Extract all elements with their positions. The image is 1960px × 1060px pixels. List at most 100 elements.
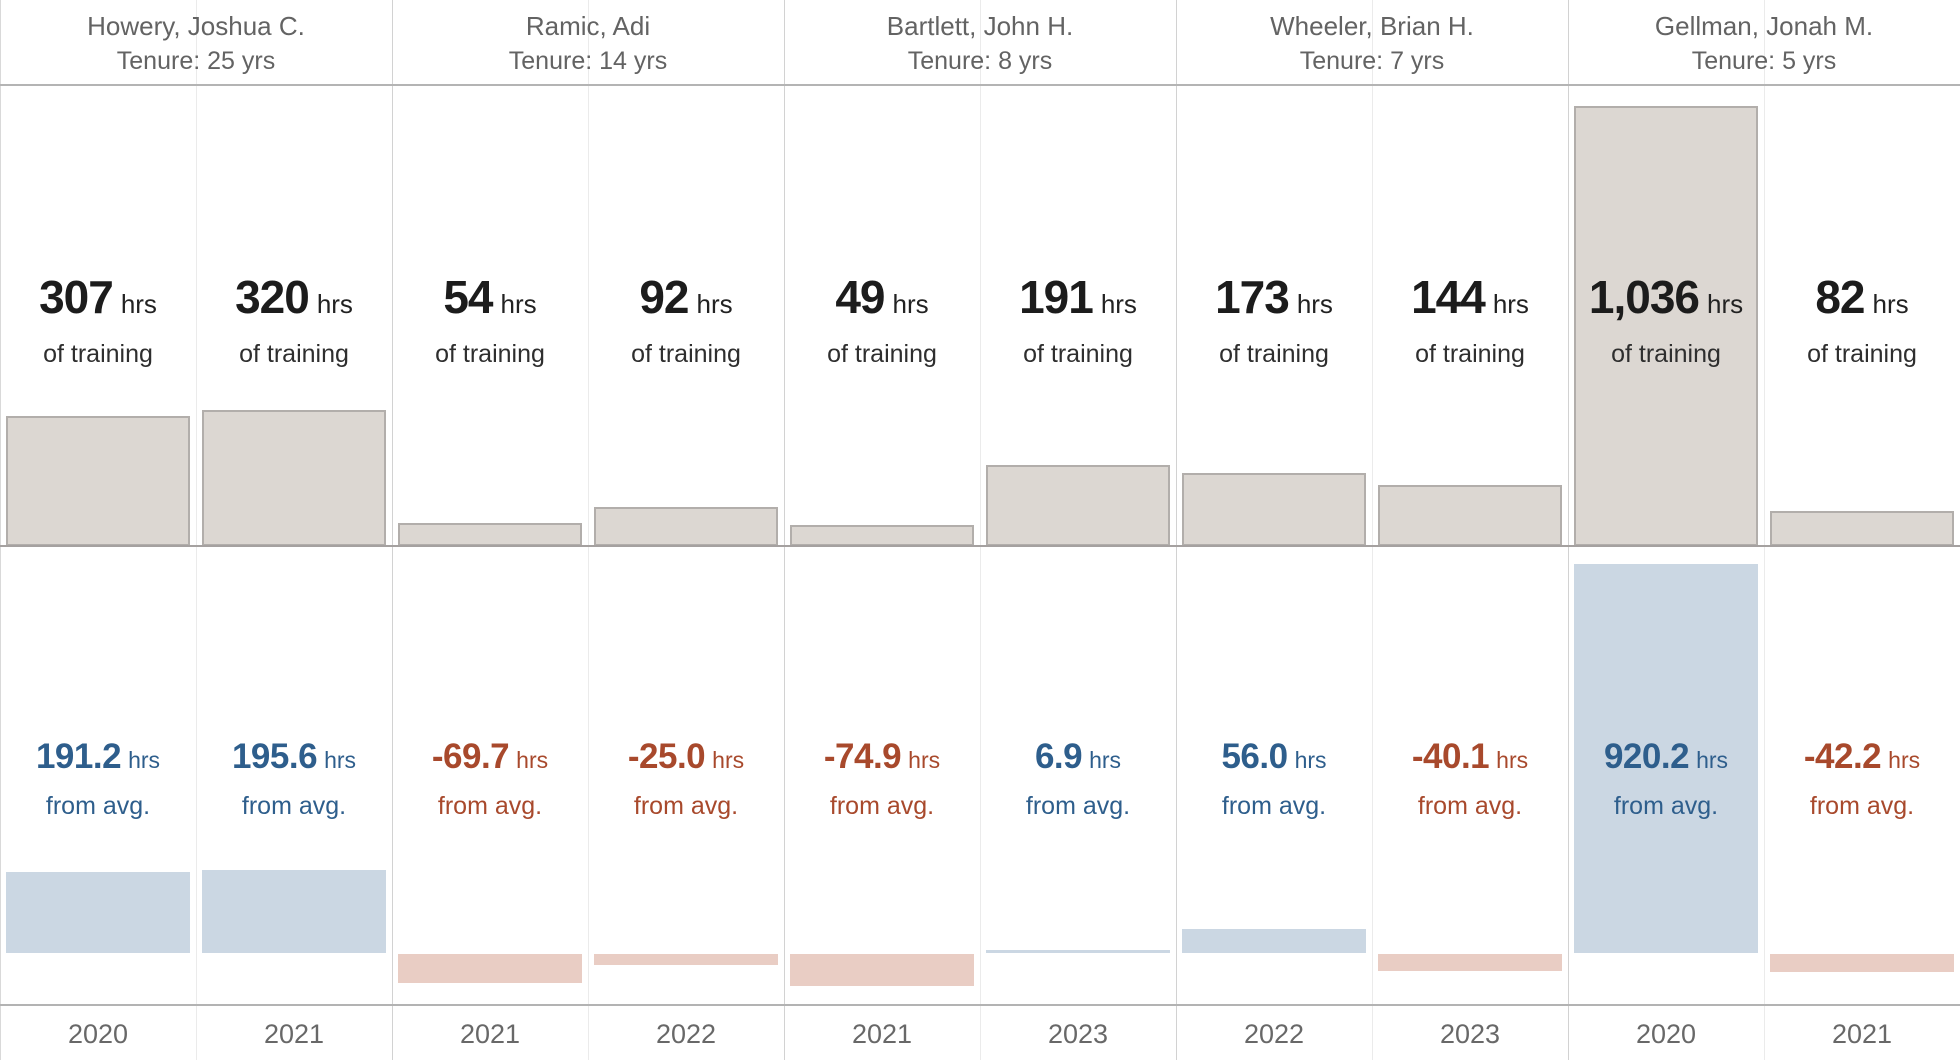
delta-number: 195.6 — [231, 737, 318, 776]
hours-unit: hrs — [908, 747, 941, 773]
hours-number: 307 — [39, 271, 114, 323]
person-name: Gellman, Jonah M. — [1654, 11, 1874, 41]
hours-unit: hrs — [1888, 747, 1921, 773]
delta-from-avg-bar[interactable] — [986, 950, 1170, 953]
hours-unit: hrs — [128, 747, 161, 773]
delta-value: 6.9 hrs — [980, 737, 1176, 781]
delta-from-avg-bar[interactable] — [790, 954, 974, 986]
training-hours-bar[interactable] — [1378, 485, 1562, 546]
divider — [1764, 0, 1765, 1060]
year-column: 320 hrs of training 195.6 hrs from avg. … — [196, 0, 392, 1060]
panel-header: Bartlett, John H. Tenure: 8 yrs — [784, 0, 1176, 84]
avg-caption: from avg. — [1025, 792, 1131, 820]
training-hours-value: 1,036 hrs — [1568, 270, 1764, 324]
training-caption: of training — [1415, 340, 1525, 368]
hours-unit: hrs — [1100, 289, 1137, 319]
hours-unit: hrs — [1294, 747, 1327, 773]
panel-header: Wheeler, Brian H. Tenure: 7 yrs — [1176, 0, 1568, 84]
training-hours-value: 191 hrs — [980, 270, 1176, 324]
delta-from-avg-bar[interactable] — [594, 954, 778, 965]
delta-from-avg-bar[interactable] — [1574, 564, 1758, 953]
divider — [980, 0, 981, 1060]
hours-unit: hrs — [1296, 289, 1333, 319]
avg-caption: from avg. — [45, 792, 151, 820]
training-hours-bar[interactable] — [398, 523, 582, 546]
bottom-axis-line — [0, 1004, 1960, 1006]
avg-caption: from avg. — [437, 792, 543, 820]
training-caption: of training — [1023, 340, 1133, 368]
delta-number: -69.7 — [431, 737, 510, 776]
hours-number: 144 — [1411, 271, 1486, 323]
training-hours-value: 173 hrs — [1176, 270, 1372, 324]
avg-caption: from avg. — [241, 792, 347, 820]
delta-value: 920.2 hrs — [1568, 737, 1764, 781]
year-column: 144 hrs of training -40.1 hrs from avg. … — [1372, 0, 1568, 1060]
delta-from-avg-bar[interactable] — [1378, 954, 1562, 971]
delta-value: -42.2 hrs — [1764, 737, 1960, 781]
hours-unit: hrs — [892, 289, 929, 319]
person-name: Wheeler, Brian H. — [1270, 11, 1474, 41]
year-column: 173 hrs of training 56.0 hrs from avg. 2… — [1176, 0, 1372, 1060]
training-hours-bar[interactable] — [202, 410, 386, 546]
year-column: 191 hrs of training 6.9 hrs from avg. 20… — [980, 0, 1176, 1060]
training-hours-value: 144 hrs — [1372, 270, 1568, 324]
delta-value: -25.0 hrs — [588, 737, 784, 781]
delta-from-avg-bar[interactable] — [1182, 929, 1366, 953]
delta-from-avg-bar[interactable] — [1770, 954, 1954, 972]
year-label: 2023 — [1047, 1019, 1109, 1049]
delta-number: -25.0 — [627, 737, 706, 776]
training-hours-value: 82 hrs — [1764, 270, 1960, 324]
delta-number: 191.2 — [35, 737, 122, 776]
training-hours-bar[interactable] — [790, 525, 974, 546]
delta-value: -69.7 hrs — [392, 737, 588, 781]
avg-caption: from avg. — [1809, 792, 1915, 820]
training-caption: of training — [827, 340, 937, 368]
delta-number: 920.2 — [1603, 737, 1690, 776]
avg-caption: from avg. — [1613, 792, 1719, 820]
divider — [1176, 0, 1177, 1060]
hours-unit: hrs — [500, 289, 537, 319]
hours-unit: hrs — [316, 289, 353, 319]
hours-number: 191 — [1019, 271, 1094, 323]
delta-value: -40.1 hrs — [1372, 737, 1568, 781]
training-hours-value: 92 hrs — [588, 270, 784, 324]
delta-from-avg-bar[interactable] — [202, 870, 386, 953]
year-label: 2021 — [851, 1019, 913, 1049]
avg-caption: from avg. — [1221, 792, 1327, 820]
person-name: Howery, Joshua C. — [87, 11, 305, 41]
delta-value: 195.6 hrs — [196, 737, 392, 781]
divider — [588, 0, 589, 1060]
person-name: Ramic, Adi — [525, 11, 651, 41]
training-hours-bar[interactable] — [1182, 473, 1366, 546]
hours-number: 54 — [443, 271, 493, 323]
hours-number: 1,036 — [1588, 271, 1700, 323]
delta-value: -74.9 hrs — [784, 737, 980, 781]
divider — [0, 0, 1, 1060]
training-hours-bar[interactable] — [1574, 106, 1758, 546]
person-tenure: Tenure: 25 yrs — [116, 47, 276, 75]
delta-from-avg-bar[interactable] — [6, 872, 190, 953]
hours-number: 82 — [1815, 271, 1865, 323]
hours-unit: hrs — [1492, 289, 1529, 319]
hours-unit: hrs — [516, 747, 549, 773]
training-hours-bar[interactable] — [6, 416, 190, 546]
delta-from-avg-bar[interactable] — [398, 954, 582, 983]
person-tenure: Tenure: 5 yrs — [1691, 47, 1837, 75]
training-hours-bar[interactable] — [1770, 511, 1954, 546]
divider — [392, 0, 393, 1060]
panel-header: Gellman, Jonah M. Tenure: 5 yrs — [1568, 0, 1960, 84]
hours-number: 320 — [235, 271, 310, 323]
year-label: 2021 — [459, 1019, 521, 1049]
divider — [784, 0, 785, 1060]
training-hours-bar[interactable] — [594, 507, 778, 546]
training-hours-bar[interactable] — [986, 465, 1170, 546]
avg-caption: from avg. — [1417, 792, 1523, 820]
training-hours-value: 307 hrs — [0, 270, 196, 324]
year-label: 2022 — [1243, 1019, 1305, 1049]
hours-unit: hrs — [696, 289, 733, 319]
avg-caption: from avg. — [633, 792, 739, 820]
person-tenure: Tenure: 7 yrs — [1299, 47, 1445, 75]
training-caption: of training — [239, 340, 349, 368]
divider — [1372, 0, 1373, 1060]
divider — [196, 0, 197, 1060]
